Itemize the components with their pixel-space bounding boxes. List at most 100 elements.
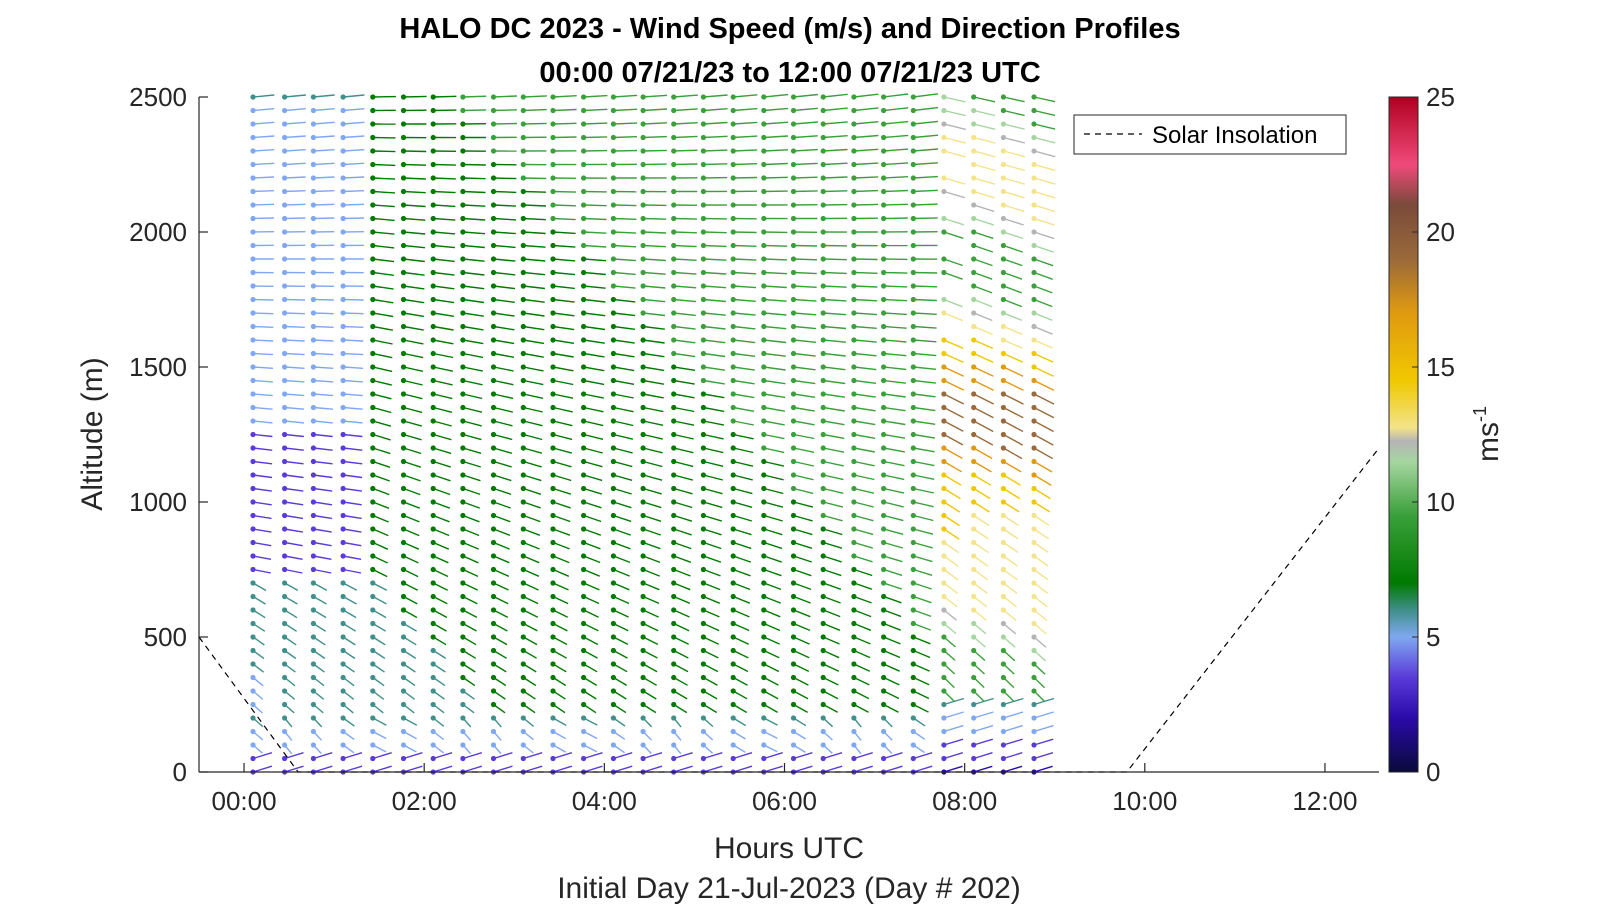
wind-barb-dot (730, 148, 736, 154)
wind-barb-shaft (284, 393, 305, 397)
wind-barb-dot (340, 161, 346, 168)
wind-barb-dot (370, 242, 376, 249)
wind-barb-shaft (523, 528, 541, 536)
wind-barb-shaft (313, 501, 333, 506)
wind-barb-dot (520, 701, 526, 708)
wind-barb-dot (1031, 607, 1037, 613)
wind-barb-dot (881, 391, 887, 397)
wind-barb-dot (910, 607, 916, 613)
wind-barb-shaft (432, 595, 448, 605)
wind-barb-shaft (372, 420, 392, 427)
wind-barb-dot (640, 188, 646, 195)
wind-barb-dot (282, 728, 288, 735)
wind-barb-shaft (973, 379, 994, 391)
wind-barb-dot (400, 715, 407, 721)
wind-barb-dot (550, 175, 556, 181)
wind-barb-dot (881, 742, 887, 748)
wind-barb-dot (430, 512, 436, 519)
wind-barb-shaft (493, 420, 513, 427)
wind-barb-dot (550, 202, 556, 208)
wind-barb-dot (581, 661, 587, 667)
wind-barb-dot (881, 242, 887, 249)
wind-barb-dot (490, 499, 497, 505)
wind-barb-dot (430, 283, 436, 289)
wind-barb-shaft (552, 609, 569, 618)
wind-barb-shaft (822, 663, 840, 672)
wind-barb-dot (610, 269, 617, 276)
wind-barb-dot (430, 526, 436, 532)
wind-barb-dot (941, 566, 947, 573)
wind-barb-shaft (1003, 474, 1021, 486)
wind-barb-dot (881, 188, 887, 195)
wind-barb-shaft (343, 339, 364, 342)
wind-barb-dot (340, 499, 346, 505)
wind-barb-shaft (583, 460, 603, 468)
wind-barb-shaft (552, 460, 572, 468)
wind-barb-dot (610, 634, 617, 640)
wind-barb-shaft (523, 541, 540, 550)
wind-barb-shaft (793, 339, 817, 343)
wind-barb-dot (700, 485, 707, 492)
wind-barb-dot (310, 431, 316, 438)
wind-barb-dot (730, 296, 736, 303)
wind-barb-dot (581, 607, 587, 613)
wind-barb-dot (550, 539, 556, 546)
wind-barb-dot (550, 296, 556, 303)
wind-barb-dot (550, 593, 556, 600)
wind-barb-shaft (343, 121, 365, 125)
wind-barb-shaft (252, 298, 274, 301)
wind-barb-shaft (883, 487, 905, 494)
wind-barb-shaft (493, 109, 517, 112)
wind-barb-dot (370, 512, 376, 519)
wind-barb-dot (250, 499, 256, 505)
wind-barb-shaft (973, 738, 994, 746)
wind-barb-shaft (763, 366, 786, 371)
wind-barb-dot (881, 634, 887, 640)
wind-barb-dot (340, 323, 346, 330)
wind-barb-shaft (943, 217, 965, 226)
wind-barb-shaft (1003, 312, 1023, 322)
wind-barb-dot (671, 688, 677, 694)
wind-barb-shaft (313, 460, 333, 465)
wind-barb-dot (910, 458, 916, 465)
wind-barb-dot (700, 337, 707, 343)
y-tick-label: 1000 (129, 487, 187, 517)
wind-barb-dot (671, 310, 677, 316)
wind-barb-dot (941, 607, 947, 613)
wind-barb-dot (851, 242, 857, 249)
wind-barb-dot (581, 566, 587, 573)
wind-barb-shaft (552, 393, 574, 399)
wind-barb-shaft (763, 622, 781, 632)
colorbar-label-unit: ms (1472, 422, 1505, 462)
wind-barb-shaft (853, 379, 877, 384)
wind-barb-shaft (823, 271, 847, 275)
wind-barb-shaft (1033, 96, 1056, 103)
wind-barb-shaft (703, 433, 724, 440)
wind-barb-shaft (462, 298, 485, 304)
wind-barb-shaft (1033, 609, 1048, 622)
wind-barb-dot (761, 269, 767, 276)
wind-barb-dot (941, 742, 947, 748)
wind-barb-shaft (823, 406, 845, 412)
wind-barb-shaft (913, 622, 931, 631)
wind-barb-shaft (403, 501, 421, 509)
wind-barb-shaft (943, 501, 961, 513)
wind-barb-dot (941, 526, 947, 532)
wind-barb-dot (1000, 161, 1007, 168)
wind-barb-shaft (433, 339, 454, 345)
wind-barb-shaft (853, 406, 876, 412)
wind-barb-shaft (284, 366, 305, 369)
wind-barb-dot (520, 175, 526, 181)
wind-barb-dot (340, 202, 346, 208)
wind-barb-dot (550, 634, 556, 640)
wind-barb-dot (761, 485, 767, 492)
wind-barb-shaft (943, 447, 963, 460)
wind-barb-dot (1031, 526, 1037, 532)
wind-barb-shaft (522, 636, 538, 646)
wind-barb-shaft (673, 765, 693, 773)
wind-barb-dot (430, 202, 436, 208)
wind-barb-shaft (433, 433, 452, 441)
wind-barb-shaft (853, 271, 878, 274)
wind-barb-shaft (913, 134, 939, 139)
wind-barb-shaft (403, 379, 423, 386)
